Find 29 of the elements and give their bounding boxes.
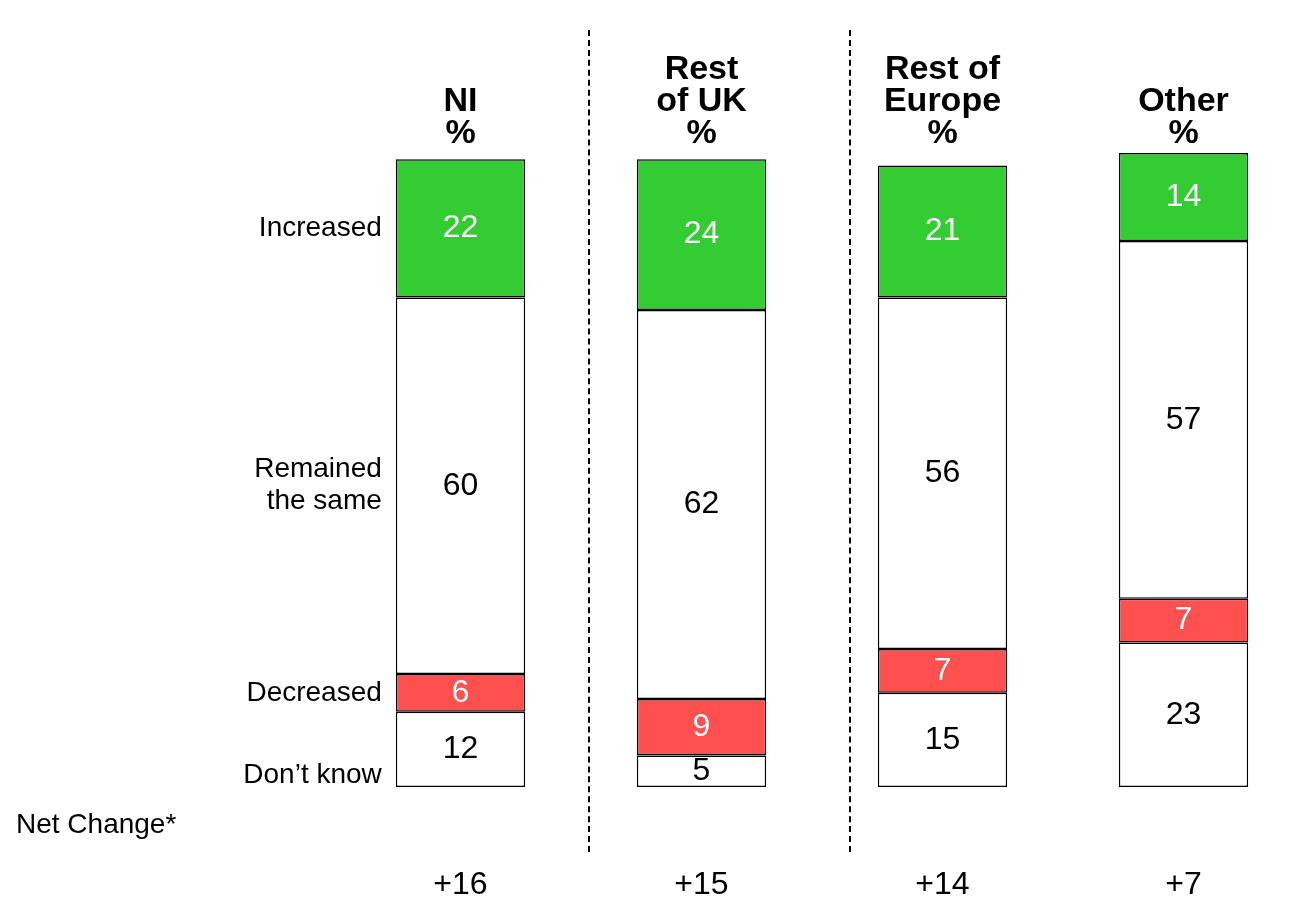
data-label: 7	[1174, 600, 1193, 637]
data-label: 14	[1165, 176, 1202, 213]
data-label: 12	[442, 729, 479, 766]
data-label: 5	[692, 751, 711, 788]
text: +7	[1165, 864, 1202, 901]
text: +15	[674, 864, 729, 901]
series-label: Increased	[258, 211, 382, 243]
text: +16	[433, 864, 488, 901]
data-label: 21	[924, 211, 961, 248]
data-label: 56	[924, 452, 961, 489]
x-tick-label: NI %	[443, 79, 478, 151]
data-label: 7	[933, 650, 952, 687]
text: +14	[915, 864, 970, 901]
data-label: 22	[442, 208, 479, 245]
data-label: 60	[442, 465, 479, 502]
x-tick-label: Rest of UK %	[656, 47, 748, 151]
series-label: Remained the same	[254, 452, 382, 516]
data-label: 23	[1165, 694, 1202, 731]
data-label: 9	[692, 707, 711, 744]
series-label: Don’t know	[243, 757, 383, 789]
data-label: 62	[683, 484, 720, 521]
series-label: Decreased	[246, 675, 382, 707]
data-label: 6	[451, 672, 470, 709]
data-label: 24	[683, 214, 720, 251]
x-tick-label: Other %	[1138, 79, 1229, 151]
data-label: 57	[1165, 399, 1202, 436]
x-tick-label: Rest of Europe %	[883, 47, 1002, 151]
text: Net Change*	[16, 807, 177, 839]
data-label: 15	[924, 719, 961, 756]
